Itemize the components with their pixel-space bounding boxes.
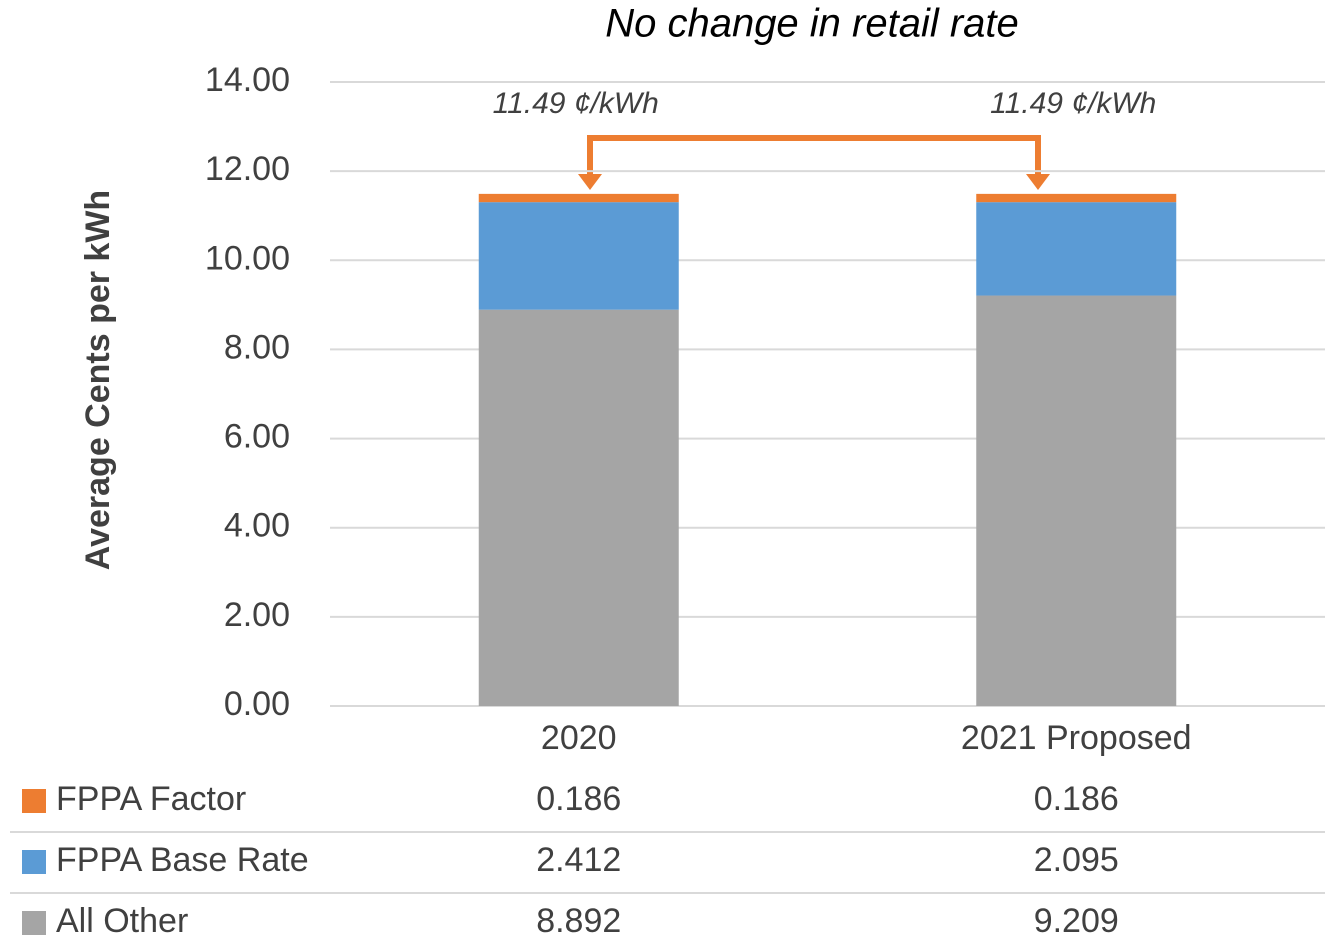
y-tick-label: 10.00	[205, 239, 290, 277]
bracket-arrow	[587, 135, 1041, 178]
y-tick-label: 6.00	[224, 418, 290, 456]
legend-swatch	[22, 911, 46, 935]
y-tick-label: 12.00	[205, 150, 290, 188]
bar-segment	[976, 295, 1177, 706]
chart-title: No change in retail rate	[605, 2, 1019, 46]
bar-segment	[478, 202, 679, 310]
table-value: 0.186	[536, 780, 621, 818]
arrow-head	[578, 174, 602, 190]
y-tick-label: 0.00	[224, 685, 290, 723]
x-tick-label: 2020	[541, 719, 617, 757]
legend-swatch	[22, 850, 46, 874]
bar-segment	[478, 193, 679, 203]
y-tick-label: 2.00	[224, 596, 290, 634]
table-value: 9.209	[1034, 902, 1119, 940]
annotation: 11.49 ¢/kWh	[990, 87, 1156, 120]
arrow-head	[1026, 174, 1050, 190]
annotation: 11.49 ¢/kWh	[493, 87, 659, 120]
table-value: 2.095	[1034, 841, 1119, 879]
table-value: 2.412	[536, 841, 621, 879]
legend-label: FPPA Base Rate	[56, 841, 309, 879]
legend-swatch	[22, 789, 46, 813]
table-value: 8.892	[536, 902, 621, 940]
x-tick-label: 2021 Proposed	[961, 719, 1192, 757]
bar-segment	[478, 309, 679, 706]
bar-segment	[976, 193, 1177, 203]
y-tick-label: 8.00	[224, 328, 290, 366]
legend-label: All Other	[56, 902, 188, 940]
legend-label: FPPA Factor	[56, 780, 246, 818]
y-axis-label: Average Cents per kWh	[79, 190, 117, 570]
y-tick-label: 14.00	[205, 61, 290, 99]
y-tick-label: 4.00	[224, 507, 290, 545]
table-value: 0.186	[1034, 780, 1119, 818]
bar-segment	[976, 202, 1177, 296]
